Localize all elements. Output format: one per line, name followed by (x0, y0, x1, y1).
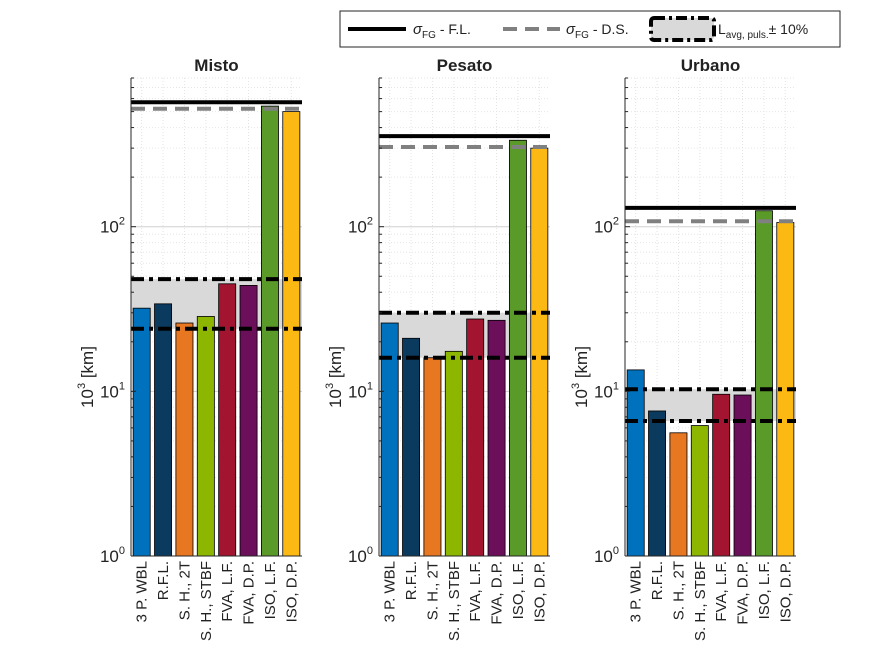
category-label-8: ISO, D.P. (777, 561, 794, 622)
bar-5 (712, 393, 731, 557)
bar-1 (626, 369, 645, 557)
bar-4 (196, 316, 215, 557)
bar-8 (282, 111, 301, 557)
legend-label-1: σFG - F.L. (413, 21, 471, 41)
bar-3 (669, 432, 688, 557)
bar-7 (508, 139, 527, 557)
category-label-2: R.F.L. (403, 561, 420, 600)
y-tick-label: 100 (594, 545, 619, 566)
legend-label-3: Lavg, puls.± 10% (718, 21, 808, 41)
panel-title: Urbano (681, 56, 741, 75)
category-label-4: S. H., STBF (446, 561, 463, 641)
y-tick-label: 102 (348, 216, 373, 237)
bar-2 (648, 410, 667, 557)
bar-6 (239, 285, 258, 557)
y-tick-label: 101 (348, 380, 373, 401)
category-label-5: FVA, L.F. (467, 561, 484, 622)
category-label-7: ISO, L.F. (262, 561, 279, 619)
category-label-4: S. H., STBF (692, 561, 709, 641)
category-label-3: S. H., 2T (424, 561, 441, 620)
bar-3 (423, 357, 442, 557)
category-label-8: ISO, D.P. (531, 561, 548, 622)
category-label-6: FVA, D.P. (241, 561, 258, 625)
category-label-5: FVA, L.F. (713, 561, 730, 622)
category-label-7: ISO, L.F. (510, 561, 527, 619)
panel-title: Misto (194, 56, 238, 75)
category-label-6: FVA, D.P. (735, 561, 752, 625)
y-tick-label: 102 (594, 216, 619, 237)
legend: σFG - F.L. σFG - D.S. Lavg, puls.± 10% (339, 10, 841, 48)
bar-5 (218, 283, 237, 557)
legend-label-2: σFG - D.S. (566, 21, 629, 41)
bar-3 (175, 322, 194, 557)
bar-6 (487, 319, 506, 557)
bar-4 (444, 350, 463, 557)
y-tick-label: 101 (100, 380, 125, 401)
bar-7 (260, 105, 279, 557)
bar-5 (466, 318, 485, 557)
bar-2 (402, 337, 421, 557)
category-label-8: ISO, D.P. (283, 561, 300, 622)
y-tick-label: 101 (594, 380, 619, 401)
bar-7 (754, 210, 773, 557)
bar-4 (690, 425, 709, 557)
category-label-3: S. H., 2T (670, 561, 687, 620)
legend-band-swatch (649, 16, 716, 42)
y-tick-label: 100 (100, 545, 125, 566)
category-label-1: 3 P. WBL (382, 561, 399, 622)
category-label-5: FVA, L.F. (219, 561, 236, 622)
y-axis-label: 103 [km] (324, 346, 345, 408)
y-tick-label: 102 (100, 216, 125, 237)
bar-1 (132, 307, 151, 557)
category-label-7: ISO, L.F. (756, 561, 773, 619)
panel-title: Pesato (437, 56, 493, 75)
category-label-2: R.F.L. (649, 561, 666, 600)
bar-8 (530, 147, 549, 557)
bar-2 (154, 303, 173, 557)
category-label-3: S. H., 2T (176, 561, 193, 620)
legend-box (339, 10, 841, 48)
category-label-2: R.F.L. (155, 561, 172, 600)
category-label-6: FVA, D.P. (489, 561, 506, 625)
category-label-4: S. H., STBF (198, 561, 215, 641)
y-tick-label: 100 (348, 545, 373, 566)
category-label-1: 3 P. WBL (628, 561, 645, 622)
y-axis-label: 103 [km] (570, 346, 591, 408)
category-label-1: 3 P. WBL (134, 561, 151, 622)
y-axis-label: 103 [km] (76, 346, 97, 408)
